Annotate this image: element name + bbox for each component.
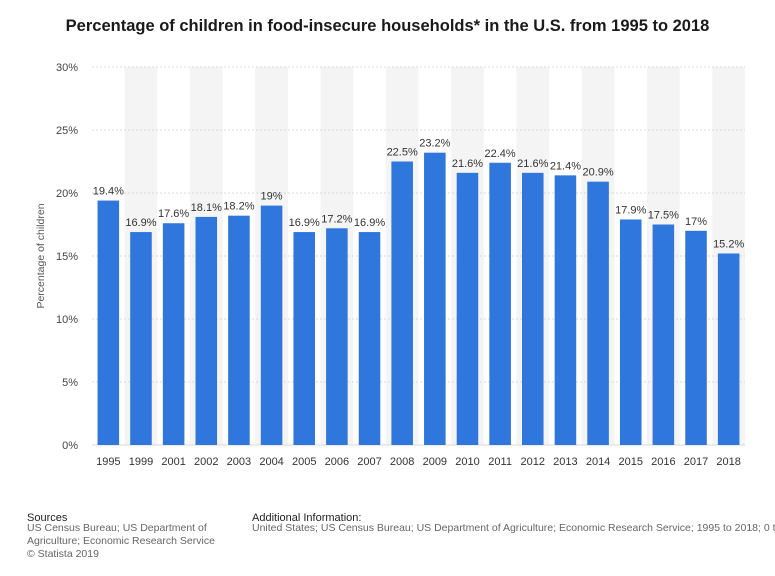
bar[interactable] [97, 200, 120, 445]
data-label: 16.9% [289, 217, 320, 229]
bar[interactable] [358, 232, 381, 445]
data-label: 22.5% [387, 147, 418, 159]
bar-chart: 0%5%10%15%20%25%30% 19.4%16.9%17.6%18.1%… [35, 62, 745, 468]
bar[interactable] [293, 232, 315, 445]
bar[interactable] [522, 172, 544, 445]
x-tick-label: 2001 [161, 456, 185, 468]
bar[interactable] [619, 219, 642, 445]
x-tick-label: 2015 [618, 456, 642, 468]
x-tick-label: 1995 [96, 456, 120, 468]
bar[interactable] [130, 232, 152, 445]
bar[interactable] [391, 161, 413, 446]
sources-heading: Sources [27, 512, 68, 524]
y-tick-label: 25% [56, 125, 78, 137]
x-tick-label: 2011 [488, 456, 512, 468]
y-tick-label: 0% [62, 440, 78, 452]
copyright: © Statista 2019 [27, 548, 99, 560]
bar[interactable] [456, 172, 479, 445]
x-tick-label: 1999 [129, 456, 153, 468]
x-tick-label: 2016 [651, 456, 675, 468]
data-label: 21.6% [517, 158, 548, 170]
data-label: 17.9% [615, 204, 646, 216]
x-axis-ticks: 1995 1999 2001 2002 2003 2004 2005 2006 2007 2008… [96, 456, 741, 468]
data-label: 23.2% [419, 138, 450, 150]
x-tick-label: 2009 [423, 456, 447, 468]
x-tick-label: 2012 [521, 456, 545, 468]
data-label: 22.4% [485, 148, 516, 160]
y-tick-label: 30% [56, 62, 78, 74]
y-axis-label: Percentage of children [35, 203, 47, 308]
bar[interactable] [260, 205, 283, 445]
x-tick-label: 2018 [716, 456, 740, 468]
data-label: 16.9% [354, 217, 385, 229]
y-tick-label: 15% [56, 251, 78, 263]
bar[interactable] [587, 181, 609, 445]
bar[interactable] [489, 162, 511, 445]
data-label: 21.4% [550, 160, 581, 172]
x-tick-label: 2017 [684, 456, 708, 468]
x-tick-label: 2004 [259, 456, 283, 468]
y-tick-label: 20% [56, 188, 78, 200]
bar[interactable] [424, 152, 446, 445]
data-label: 21.6% [452, 158, 483, 170]
data-label: 18.2% [223, 201, 254, 213]
x-tick-label: 2010 [455, 456, 479, 468]
bar[interactable] [717, 253, 740, 445]
x-tick-label: 2013 [553, 456, 577, 468]
additional-info-heading: Additional Information: [252, 512, 362, 524]
bar[interactable] [195, 216, 218, 445]
x-tick-label: 2005 [292, 456, 316, 468]
data-label: 17% [685, 216, 707, 228]
x-tick-label: 2006 [325, 456, 349, 468]
x-tick-label: 2003 [227, 456, 251, 468]
bars [97, 152, 740, 446]
data-label: 17.5% [648, 210, 679, 222]
data-label: 16.9% [125, 217, 156, 229]
x-tick-label: 2002 [194, 456, 218, 468]
chart-title: Percentage of children in food-insecure … [65, 17, 710, 35]
y-axis-ticks: 0% 5% 10% 15% 20% 25% 30% [56, 62, 78, 452]
data-label: 18.1% [191, 202, 222, 214]
sources-text: US Census Bureau; US Department of Agric… [27, 522, 215, 547]
additional-info-text[interactable]: United States; US Census Bureau; US Depa… [252, 522, 775, 534]
data-label: 19% [261, 191, 283, 203]
data-label: 20.9% [582, 167, 613, 179]
bar[interactable] [228, 215, 250, 445]
bar[interactable] [326, 228, 348, 445]
bar[interactable] [652, 224, 675, 446]
y-tick-label: 10% [56, 314, 78, 326]
x-tick-label: 2014 [586, 456, 610, 468]
data-label: 19.4% [93, 186, 124, 198]
x-tick-label: 2008 [390, 456, 414, 468]
value-labels: 19.4%16.9%17.6%18.1% 18.2%19%16.9% 17.2% 16… [93, 138, 745, 251]
x-tick-label: 2007 [357, 456, 381, 468]
data-label: 15.2% [713, 238, 744, 250]
y-tick-label: 5% [62, 377, 78, 389]
bar[interactable] [162, 223, 185, 445]
data-label: 17.6% [158, 208, 189, 220]
data-label: 17.2% [321, 213, 352, 225]
bar[interactable] [554, 175, 577, 446]
bar[interactable] [685, 230, 707, 445]
